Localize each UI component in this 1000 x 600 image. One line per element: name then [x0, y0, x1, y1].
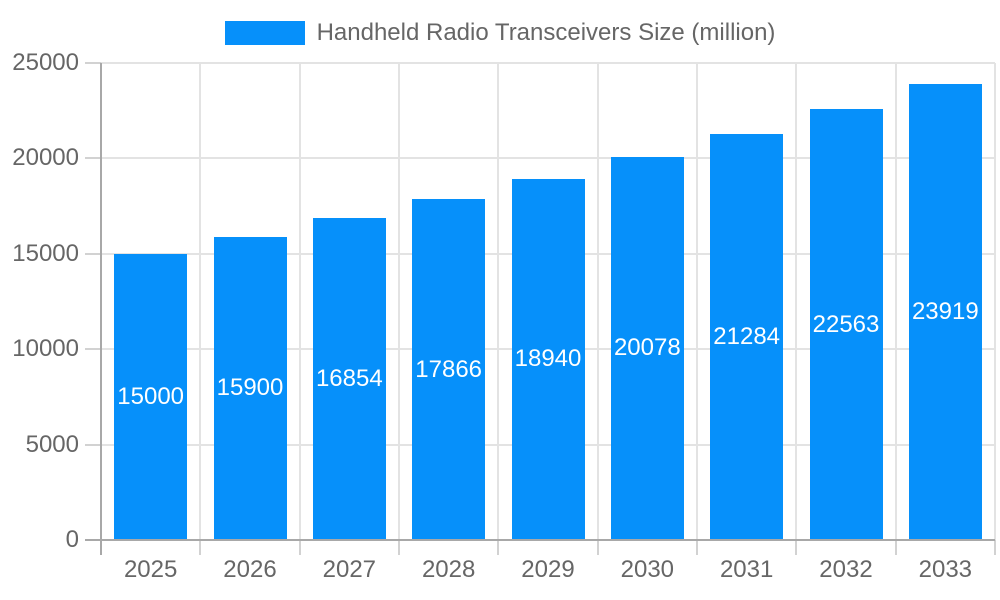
bar: [114, 253, 188, 540]
bar-value-label: 18940: [514, 345, 582, 373]
x-gridline: [795, 63, 798, 540]
x-axis-tick: [696, 540, 698, 555]
bar-value-label: 21284: [713, 322, 781, 350]
bar-value-label: 23919: [911, 297, 979, 325]
x-axis-tick-label: 2031: [719, 556, 774, 583]
y-axis-tick-label: 0: [65, 526, 79, 553]
x-gridline: [596, 63, 599, 540]
y-axis-tick-label: 5000: [25, 430, 79, 458]
y-gridline: [101, 157, 995, 160]
x-gridline: [497, 63, 500, 540]
x-gridline: [298, 63, 301, 540]
x-axis-tick-label: 2025: [123, 556, 178, 583]
legend-label: Handheld Radio Transceivers Size (millio…: [316, 19, 776, 46]
y-gridline: [101, 62, 995, 64]
x-axis-line: [85, 539, 995, 541]
x-axis-tick-label: 2032: [819, 556, 873, 583]
bar: [412, 199, 486, 540]
x-gridline: [994, 63, 996, 540]
bar-value-label: 15900: [216, 374, 284, 402]
x-axis-tick-label: 2033: [918, 556, 973, 583]
bar: [610, 156, 684, 540]
x-axis-tick: [497, 540, 500, 555]
y-axis-tick: [85, 252, 101, 255]
x-axis-tick: [398, 540, 400, 555]
bar-value-label: 16854: [315, 365, 383, 393]
bar: [213, 236, 287, 540]
y-axis-tick-label: 15000: [12, 239, 79, 267]
bar-value-label: 20078: [613, 334, 681, 362]
bar: [710, 133, 784, 540]
x-gridline: [199, 63, 202, 540]
x-axis-tick: [795, 540, 798, 555]
x-axis-tick: [298, 540, 301, 555]
legend[interactable]: Handheld Radio Transceivers Size (millio…: [0, 18, 1000, 48]
x-axis-tick-label: 2028: [421, 556, 476, 583]
x-axis-tick: [199, 540, 202, 555]
bar-value-label: 15000: [117, 382, 185, 410]
x-gridline: [398, 63, 400, 540]
y-axis-line: [100, 63, 102, 554]
x-gridline: [696, 63, 698, 540]
bar: [312, 218, 386, 540]
x-axis-tick-label: 2026: [223, 556, 277, 583]
bar: [511, 178, 585, 540]
y-axis-tick: [85, 348, 101, 351]
y-axis-tick: [85, 157, 101, 160]
y-axis-tick-label: 20000: [12, 144, 79, 172]
bar: [908, 83, 982, 540]
y-axis-tick-label: 25000: [12, 49, 79, 76]
x-axis-tick: [994, 540, 996, 555]
x-axis-tick-label: 2027: [322, 556, 377, 583]
bar-value-label: 22563: [812, 310, 880, 338]
x-axis-tick-label: 2030: [620, 556, 675, 583]
bar-value-label: 17866: [415, 355, 483, 383]
y-axis-tick: [85, 62, 101, 64]
x-axis-tick: [894, 540, 897, 555]
x-axis-tick-label: 2029: [521, 556, 575, 583]
x-axis-tick: [596, 540, 599, 555]
bar: [809, 109, 883, 540]
y-axis-tick-label: 10000: [12, 335, 79, 363]
x-gridline: [894, 63, 897, 540]
legend-swatch: [224, 21, 305, 45]
y-axis-tick: [85, 443, 101, 446]
